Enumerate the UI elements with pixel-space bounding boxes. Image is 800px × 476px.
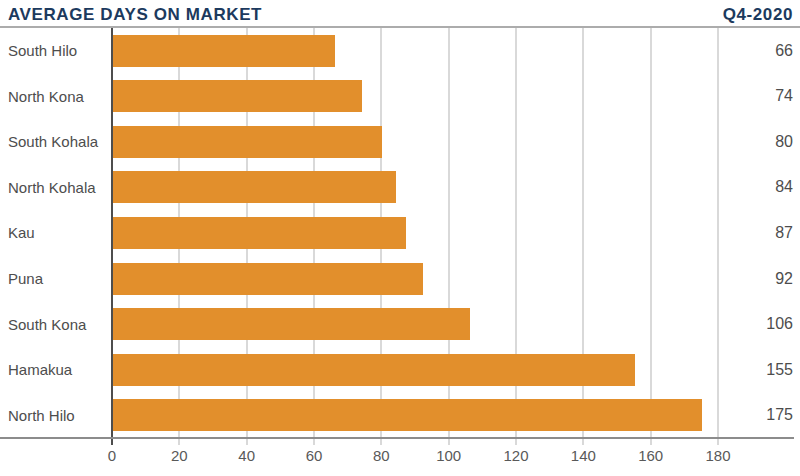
- category-label: Puna: [8, 256, 108, 302]
- x-axis-line: [0, 437, 794, 439]
- x-tick-label: 120: [486, 447, 546, 464]
- gridline: [650, 28, 652, 445]
- x-tick-label: 180: [688, 447, 748, 464]
- report-page: AVERAGE DAYS ON MARKET Q4-2020 0 20 40 60 80…: [0, 0, 800, 476]
- x-tick-label: 80: [351, 447, 411, 464]
- bar: [113, 263, 423, 295]
- category-label: South Kona: [8, 301, 108, 347]
- bar: [113, 354, 635, 386]
- value-label: 80: [733, 119, 793, 165]
- bar: [113, 217, 406, 249]
- value-label: 106: [733, 301, 793, 347]
- x-tick-label: 160: [621, 447, 681, 464]
- x-tick-label: 100: [419, 447, 479, 464]
- title-divider: [0, 26, 800, 28]
- value-label: 87: [733, 210, 793, 256]
- category-label: North Kohala: [8, 165, 108, 211]
- bar: [113, 126, 382, 158]
- category-label: South Hilo: [8, 28, 108, 74]
- x-tick-label: 0: [82, 447, 142, 464]
- value-label: 175: [733, 392, 793, 438]
- value-label: 92: [733, 256, 793, 302]
- bar: [113, 80, 362, 112]
- period-label: Q4-2020: [723, 5, 793, 25]
- category-label: Kau: [8, 210, 108, 256]
- value-label: 66: [733, 28, 793, 74]
- chart-title: AVERAGE DAYS ON MARKET: [8, 5, 262, 25]
- bar: [113, 171, 396, 203]
- bar: [113, 35, 335, 67]
- category-label: North Kona: [8, 74, 108, 120]
- category-label: North Hilo: [8, 392, 108, 438]
- category-label: South Kohala: [8, 119, 108, 165]
- gridline: [717, 28, 719, 445]
- value-label: 84: [733, 165, 793, 211]
- x-tick-label: 20: [149, 447, 209, 464]
- x-tick-label: 60: [284, 447, 344, 464]
- bar: [113, 399, 702, 431]
- value-label: 74: [733, 74, 793, 120]
- category-label: Hamakua: [8, 347, 108, 393]
- x-tick-label: 40: [217, 447, 277, 464]
- value-label: 155: [733, 347, 793, 393]
- x-tick-label: 140: [553, 447, 613, 464]
- bar: [113, 308, 470, 340]
